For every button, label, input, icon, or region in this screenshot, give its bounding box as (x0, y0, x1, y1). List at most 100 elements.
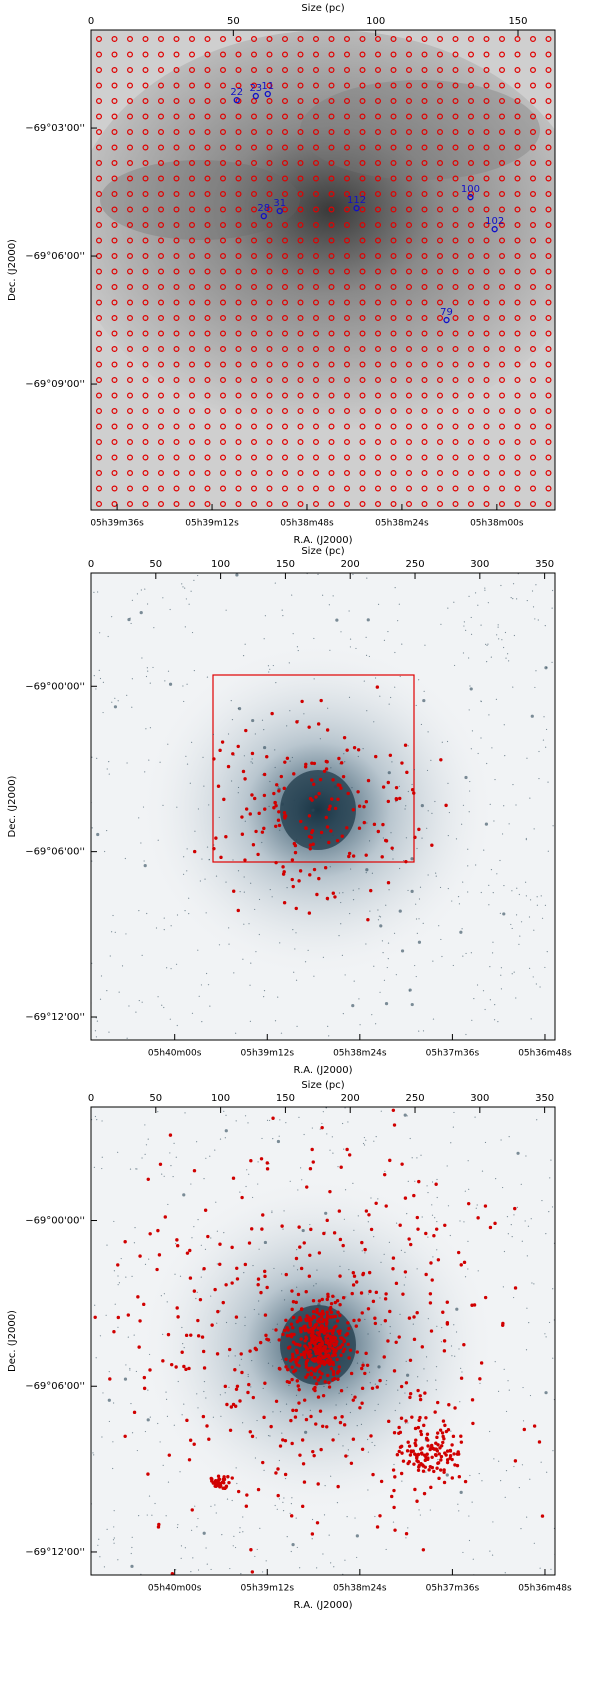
overlay-dot (337, 1365, 341, 1369)
overlay-dot (258, 1340, 263, 1345)
star (240, 1573, 242, 1575)
star (440, 623, 442, 625)
star (337, 1166, 339, 1168)
overlay-dot (360, 1447, 365, 1452)
star (436, 1178, 438, 1181)
star (140, 589, 142, 591)
star (427, 731, 429, 733)
star (243, 923, 245, 925)
overlay-dot (350, 1291, 354, 1296)
star (437, 1458, 439, 1461)
star (165, 1515, 167, 1517)
star (346, 1516, 348, 1518)
overlay-dot (277, 810, 281, 814)
overlay-dot (213, 1287, 217, 1292)
overlay-dot (155, 1267, 159, 1272)
star (282, 615, 284, 617)
star (404, 1251, 406, 1253)
star (502, 646, 505, 649)
star (118, 1282, 120, 1284)
star (146, 1418, 150, 1422)
star (427, 1236, 429, 1238)
overlay-dot (182, 1364, 186, 1369)
star (97, 1544, 99, 1546)
overlay-dot (416, 1468, 421, 1472)
overlay-dot (257, 811, 261, 816)
star (459, 930, 463, 934)
star (516, 887, 518, 889)
overlay-dot (274, 860, 278, 865)
star (244, 1316, 246, 1318)
star (257, 1161, 259, 1163)
star (344, 1559, 346, 1561)
overlay-dot (325, 1218, 329, 1223)
star (262, 1387, 264, 1390)
star (309, 1377, 311, 1379)
y-tick-label: −69°03'00'' (25, 123, 85, 134)
star (545, 1233, 547, 1235)
star (446, 740, 449, 743)
star (342, 892, 344, 894)
star (298, 1116, 300, 1118)
overlay-dot (167, 1453, 172, 1457)
star (118, 991, 120, 993)
overlay-dot (260, 830, 265, 834)
overlay-dot (244, 807, 249, 811)
star (499, 859, 501, 862)
star (302, 1414, 304, 1416)
overlay-dot (323, 1380, 327, 1384)
star (94, 1030, 97, 1032)
star (500, 974, 502, 976)
overlay-dot (292, 772, 296, 776)
source-label: 112 (347, 195, 366, 206)
star (329, 801, 331, 803)
overlay-dot (400, 1451, 404, 1455)
star (197, 1407, 199, 1409)
overlay-dot (375, 1525, 380, 1529)
star (101, 1436, 103, 1438)
star (524, 1220, 526, 1222)
star (176, 1024, 178, 1027)
star (226, 1498, 229, 1500)
star (451, 900, 453, 902)
star (216, 1263, 218, 1265)
overlay-dot (229, 1405, 234, 1409)
star (403, 1284, 405, 1286)
star (242, 1422, 244, 1424)
star (344, 1189, 347, 1191)
overlay-dot (218, 1242, 222, 1246)
star (418, 1030, 420, 1032)
overlay-dot (388, 1309, 392, 1314)
star (256, 1419, 258, 1422)
star (535, 983, 537, 985)
star (274, 582, 276, 584)
star (123, 1377, 128, 1381)
overlay-dot (205, 1424, 209, 1428)
star (501, 639, 503, 641)
overlay-dot (224, 1283, 228, 1287)
star (342, 1445, 344, 1447)
star (339, 1265, 341, 1267)
overlay-dot (288, 1345, 292, 1349)
overlay-dot (380, 855, 384, 859)
star (458, 903, 461, 905)
overlay-dot (416, 1388, 420, 1393)
star (475, 864, 477, 866)
overlay-dot (338, 1237, 343, 1242)
star (349, 638, 352, 640)
star (407, 745, 409, 747)
star (510, 597, 512, 599)
star (378, 1331, 380, 1333)
overlay-dot (333, 1300, 338, 1305)
overlay-dot (357, 804, 362, 808)
overlay-dot (202, 1267, 206, 1271)
overlay-dot (192, 849, 197, 854)
y-axis-title: Dec. (J2000) (7, 239, 18, 301)
star (205, 1397, 207, 1399)
overlay-dot (386, 799, 391, 804)
overlay-dot (344, 1454, 348, 1458)
star (513, 971, 515, 973)
overlay-dot (302, 1353, 307, 1357)
star (163, 1006, 165, 1009)
star (528, 967, 531, 969)
